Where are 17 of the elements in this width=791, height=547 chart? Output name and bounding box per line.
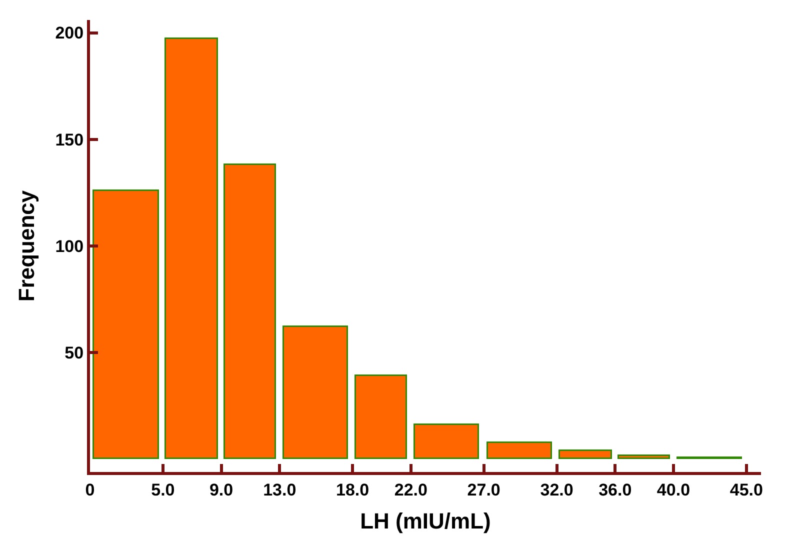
x-tick-label: 27.0	[467, 480, 500, 500]
x-tick-label: 36.0	[598, 480, 632, 500]
x-tick-label: 9.0	[209, 480, 234, 500]
x-tick-label: 45.0	[730, 480, 763, 500]
x-tick-label: 13.0	[263, 480, 296, 500]
x-tick-label: 5.0	[151, 480, 175, 500]
x-tick-label: 40.0	[656, 480, 690, 500]
x-tick-label: 0	[85, 480, 95, 500]
y-tick-label: 100	[55, 236, 84, 256]
x-axis-title: LH (mIU/mL)	[360, 508, 491, 534]
y-axis-title: Frequency	[14, 190, 40, 302]
y-tick-label: 150	[55, 130, 84, 150]
x-tick-label: 18.0	[336, 480, 370, 500]
y-tick-label: 200	[55, 24, 84, 43]
x-tick-label: 22.0	[394, 480, 428, 500]
x-tick-label: 32.0	[540, 480, 574, 500]
y-tick-label: 50	[64, 344, 84, 363]
